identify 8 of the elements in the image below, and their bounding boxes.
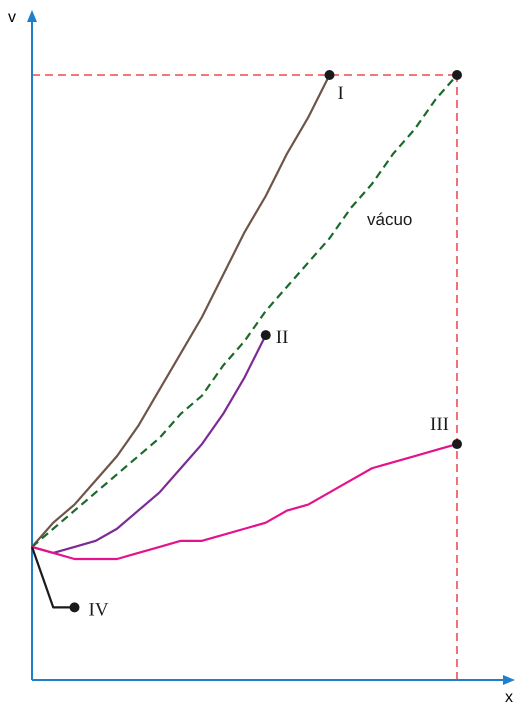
y-axis-title: v	[8, 9, 16, 26]
series-label: IV	[88, 599, 109, 620]
point	[70, 602, 80, 612]
series-label: I	[338, 83, 344, 104]
series-label: vácuo	[367, 210, 412, 229]
series-label: III	[430, 414, 449, 436]
x-axis-title: x	[505, 689, 513, 706]
series-label: II	[276, 327, 288, 348]
